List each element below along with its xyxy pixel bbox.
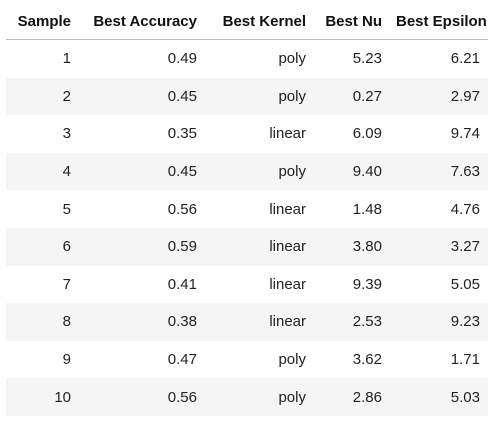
cell-best-nu: 3.62	[314, 340, 390, 379]
table-row: 2 0.45 poly 0.27 2.97	[6, 77, 488, 116]
cell-sample: 9	[6, 340, 79, 379]
cell-best-epsilon: 9.74	[390, 115, 488, 153]
cell-best-kernel: poly	[205, 77, 314, 116]
cell-best-epsilon: 3.27	[390, 227, 488, 266]
cell-best-kernel: poly	[205, 340, 314, 379]
table-row: 6 0.59 linear 3.80 3.27	[6, 227, 488, 266]
cell-best-accuracy: 0.56	[79, 378, 205, 416]
cell-sample: 5	[6, 190, 79, 228]
header-row: Sample Best Accuracy Best Kernel Best Nu…	[6, 4, 488, 40]
cell-best-accuracy: 0.41	[79, 265, 205, 304]
cell-best-nu: 3.80	[314, 227, 390, 266]
cell-best-kernel: poly	[205, 152, 314, 191]
cell-best-epsilon: 1.71	[390, 340, 488, 379]
cell-sample: 4	[6, 152, 79, 191]
cell-best-nu: 2.53	[314, 303, 390, 341]
table-row: 8 0.38 linear 2.53 9.23	[6, 303, 488, 341]
cell-best-nu: 9.40	[314, 152, 390, 191]
column-header-sample: Sample	[6, 4, 79, 40]
cell-best-accuracy: 0.59	[79, 227, 205, 266]
cell-best-kernel: linear	[205, 227, 314, 266]
table-row: 3 0.35 linear 6.09 9.74	[6, 115, 488, 153]
cell-sample: 6	[6, 227, 79, 266]
table-body: 1 0.49 poly 5.23 6.21 2 0.45 poly 0.27 2…	[6, 39, 488, 416]
table-row: 10 0.56 poly 2.86 5.03	[6, 378, 488, 416]
cell-sample: 10	[6, 378, 79, 416]
cell-best-kernel: linear	[205, 190, 314, 228]
cell-best-epsilon: 4.76	[390, 190, 488, 228]
column-header-best-accuracy: Best Accuracy	[79, 4, 205, 40]
cell-best-accuracy: 0.38	[79, 303, 205, 341]
cell-best-accuracy: 0.49	[79, 39, 205, 78]
cell-sample: 1	[6, 39, 79, 78]
cell-best-nu: 5.23	[314, 39, 390, 78]
cell-best-nu: 2.86	[314, 378, 390, 416]
cell-best-kernel: linear	[205, 115, 314, 153]
cell-best-nu: 0.27	[314, 77, 390, 116]
cell-best-kernel: poly	[205, 39, 314, 78]
column-header-best-nu: Best Nu	[314, 4, 390, 40]
cell-best-epsilon: 5.03	[390, 378, 488, 416]
cell-best-epsilon: 2.97	[390, 77, 488, 116]
cell-best-accuracy: 0.47	[79, 340, 205, 379]
cell-best-accuracy: 0.45	[79, 77, 205, 116]
cell-best-kernel: poly	[205, 378, 314, 416]
cell-best-accuracy: 0.35	[79, 115, 205, 153]
cell-best-epsilon: 9.23	[390, 303, 488, 341]
cell-best-epsilon: 6.21	[390, 39, 488, 78]
cell-sample: 3	[6, 115, 79, 153]
cell-best-nu: 9.39	[314, 265, 390, 304]
cell-best-accuracy: 0.56	[79, 190, 205, 228]
cell-best-accuracy: 0.45	[79, 152, 205, 191]
table-row: 4 0.45 poly 9.40 7.63	[6, 152, 488, 191]
cell-sample: 2	[6, 77, 79, 116]
cell-best-kernel: linear	[205, 265, 314, 304]
cell-best-kernel: linear	[205, 303, 314, 341]
cell-best-epsilon: 7.63	[390, 152, 488, 191]
cell-sample: 7	[6, 265, 79, 304]
column-header-best-epsilon: Best Epsilon	[390, 4, 488, 40]
results-table: Sample Best Accuracy Best Kernel Best Nu…	[6, 4, 488, 416]
cell-best-nu: 6.09	[314, 115, 390, 153]
column-header-best-kernel: Best Kernel	[205, 4, 314, 40]
table-row: 5 0.56 linear 1.48 4.76	[6, 190, 488, 228]
table-row: 1 0.49 poly 5.23 6.21	[6, 39, 488, 78]
cell-best-nu: 1.48	[314, 190, 390, 228]
cell-sample: 8	[6, 303, 79, 341]
table-row: 7 0.41 linear 9.39 5.05	[6, 265, 488, 304]
cell-best-epsilon: 5.05	[390, 265, 488, 304]
table-header: Sample Best Accuracy Best Kernel Best Nu…	[6, 4, 488, 40]
table-row: 9 0.47 poly 3.62 1.71	[6, 340, 488, 379]
